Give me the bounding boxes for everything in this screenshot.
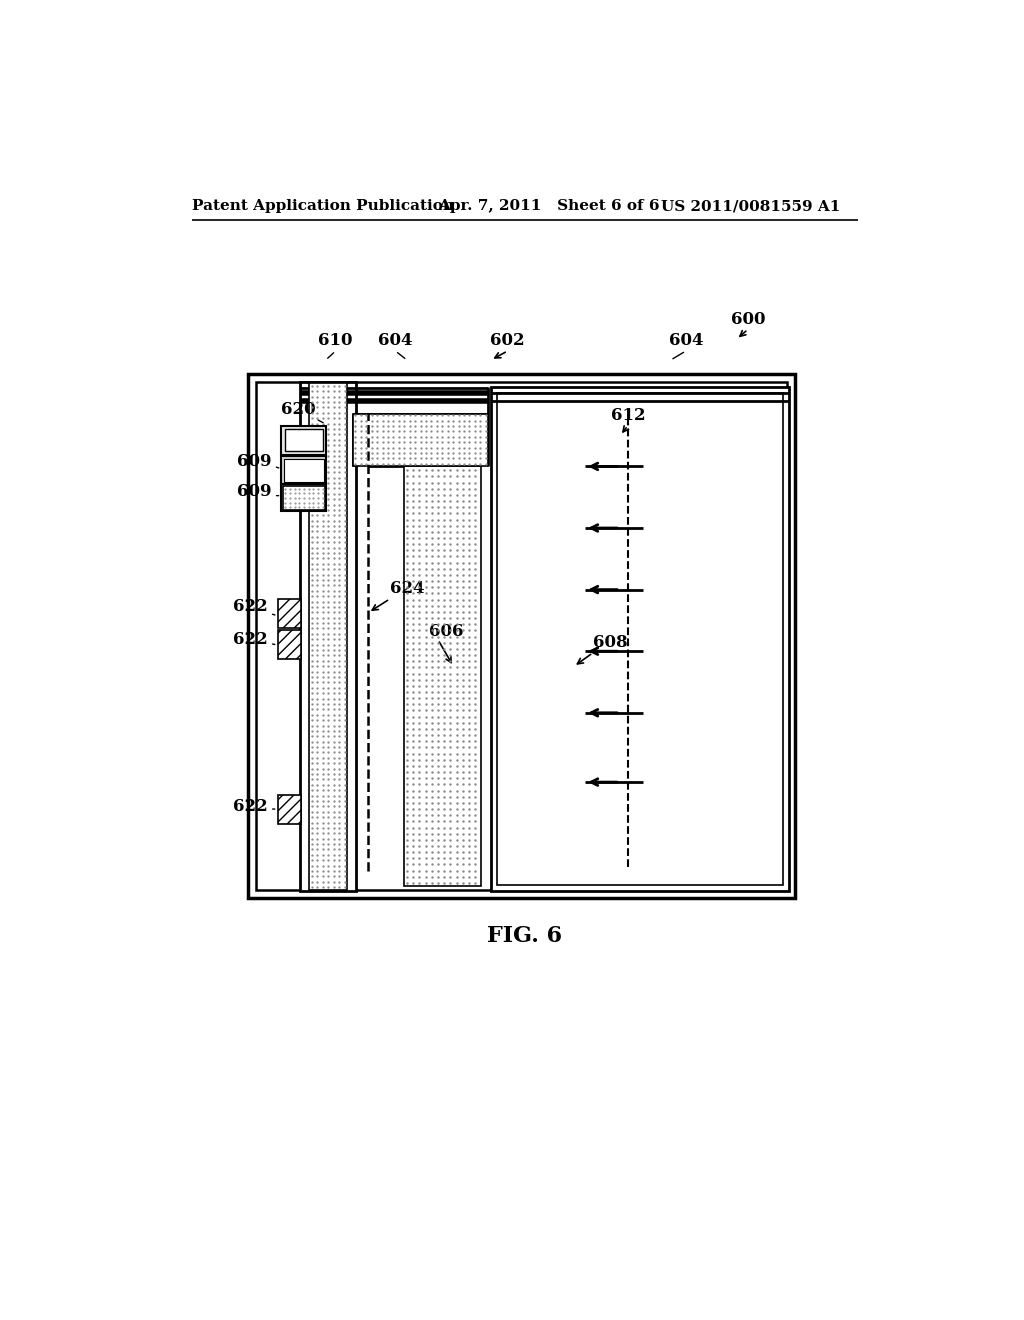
Text: 622: 622 xyxy=(232,799,267,816)
Bar xyxy=(248,374,795,898)
Text: 606: 606 xyxy=(429,623,463,640)
Bar xyxy=(278,599,301,628)
Bar xyxy=(256,381,786,890)
Text: Apr. 7, 2011   Sheet 6 of 6: Apr. 7, 2011 Sheet 6 of 6 xyxy=(438,199,659,213)
Text: 612: 612 xyxy=(610,407,645,424)
Text: 609: 609 xyxy=(237,453,271,470)
Bar xyxy=(284,459,324,482)
Text: 620: 620 xyxy=(281,401,315,418)
Bar xyxy=(352,414,488,466)
Text: 609: 609 xyxy=(237,483,271,500)
Text: FIG. 6: FIG. 6 xyxy=(487,925,562,948)
Text: Patent Application Publication: Patent Application Publication xyxy=(191,199,454,213)
Text: 624: 624 xyxy=(390,581,425,598)
Bar xyxy=(300,381,356,891)
Text: 622: 622 xyxy=(232,598,267,615)
Bar xyxy=(286,429,323,451)
Bar xyxy=(490,387,790,891)
Text: 602: 602 xyxy=(490,331,525,348)
Bar xyxy=(283,486,325,510)
Bar xyxy=(309,383,346,890)
Bar xyxy=(278,630,301,659)
Bar xyxy=(278,795,301,825)
Bar xyxy=(403,466,481,886)
Bar xyxy=(497,393,783,886)
Text: 608: 608 xyxy=(593,635,628,651)
Text: US 2011/0081559 A1: US 2011/0081559 A1 xyxy=(662,199,841,213)
Text: 610: 610 xyxy=(318,331,353,348)
Text: 604: 604 xyxy=(669,331,703,348)
Text: 600: 600 xyxy=(731,312,765,327)
Text: 622: 622 xyxy=(232,631,267,648)
Bar xyxy=(282,457,327,484)
Bar xyxy=(282,484,327,511)
Bar xyxy=(282,425,327,455)
Text: 604: 604 xyxy=(378,331,413,348)
